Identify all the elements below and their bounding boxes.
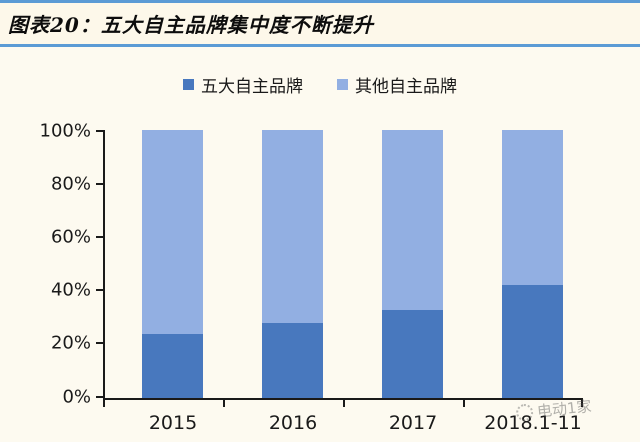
legend-label-series-2: 其他自主品牌 — [355, 77, 457, 97]
y-axis-tick-label: 20% — [50, 332, 91, 354]
chart-legend: 五大自主品牌 其他自主品牌 — [0, 72, 640, 97]
legend-item-series-1: 五大自主品牌 — [183, 72, 303, 97]
square-swatch-icon — [337, 79, 348, 90]
bar-2018-1-11 — [502, 130, 563, 398]
x-axis-label-2016: 2016 — [268, 412, 318, 434]
bar-2017 — [382, 130, 443, 398]
y-axis-tick-label: 100% — [39, 120, 91, 142]
x-axis-tick — [223, 398, 225, 407]
bar-2016 — [262, 130, 323, 398]
y-axis-tick — [96, 236, 103, 238]
plot-area: 0% 20% 40% 60% 80% 100% — [40, 121, 583, 434]
y-axis-tick — [96, 396, 103, 398]
x-axis-tick — [581, 398, 583, 407]
x-axis-tick — [343, 398, 345, 407]
legend-label-series-1: 五大自主品牌 — [201, 77, 303, 97]
bar-segment-other-brands — [262, 130, 323, 323]
y-axis-line — [103, 130, 105, 398]
y-axis-tick — [96, 183, 103, 185]
y-axis-tick-label: 0% — [62, 386, 91, 408]
bar-segment-top5-brands — [262, 323, 323, 398]
bar-segment-other-brands — [502, 130, 563, 286]
bar-segment-top5-brands — [142, 333, 203, 398]
y-axis-tick — [96, 130, 103, 132]
bar-2015 — [142, 130, 203, 398]
x-axis-tick — [103, 398, 105, 407]
x-axis-label-2018: 2018.1-11 — [484, 412, 582, 434]
square-swatch-icon — [183, 79, 194, 90]
x-axis-tick — [463, 398, 465, 407]
page-title: 图表20：五大自主品牌集中度不断提升 — [8, 13, 374, 37]
x-axis-label-2017: 2017 — [388, 412, 438, 434]
bar-segment-top5-brands — [502, 285, 563, 398]
x-axis-label-2015: 2015 — [148, 412, 198, 434]
y-axis-tick-label: 60% — [50, 226, 91, 248]
y-axis-tick — [96, 342, 103, 344]
bar-segment-other-brands — [142, 130, 203, 334]
y-axis-tick-label: 80% — [50, 173, 91, 195]
y-axis-tick — [96, 289, 103, 291]
y-axis-tick-label: 40% — [50, 279, 91, 301]
bar-segment-top5-brands — [382, 309, 443, 398]
figure-title-bar: 图表20：五大自主品牌集中度不断提升 — [0, 0, 640, 47]
bar-segment-other-brands — [382, 130, 443, 310]
legend-item-series-2: 其他自主品牌 — [337, 72, 457, 97]
